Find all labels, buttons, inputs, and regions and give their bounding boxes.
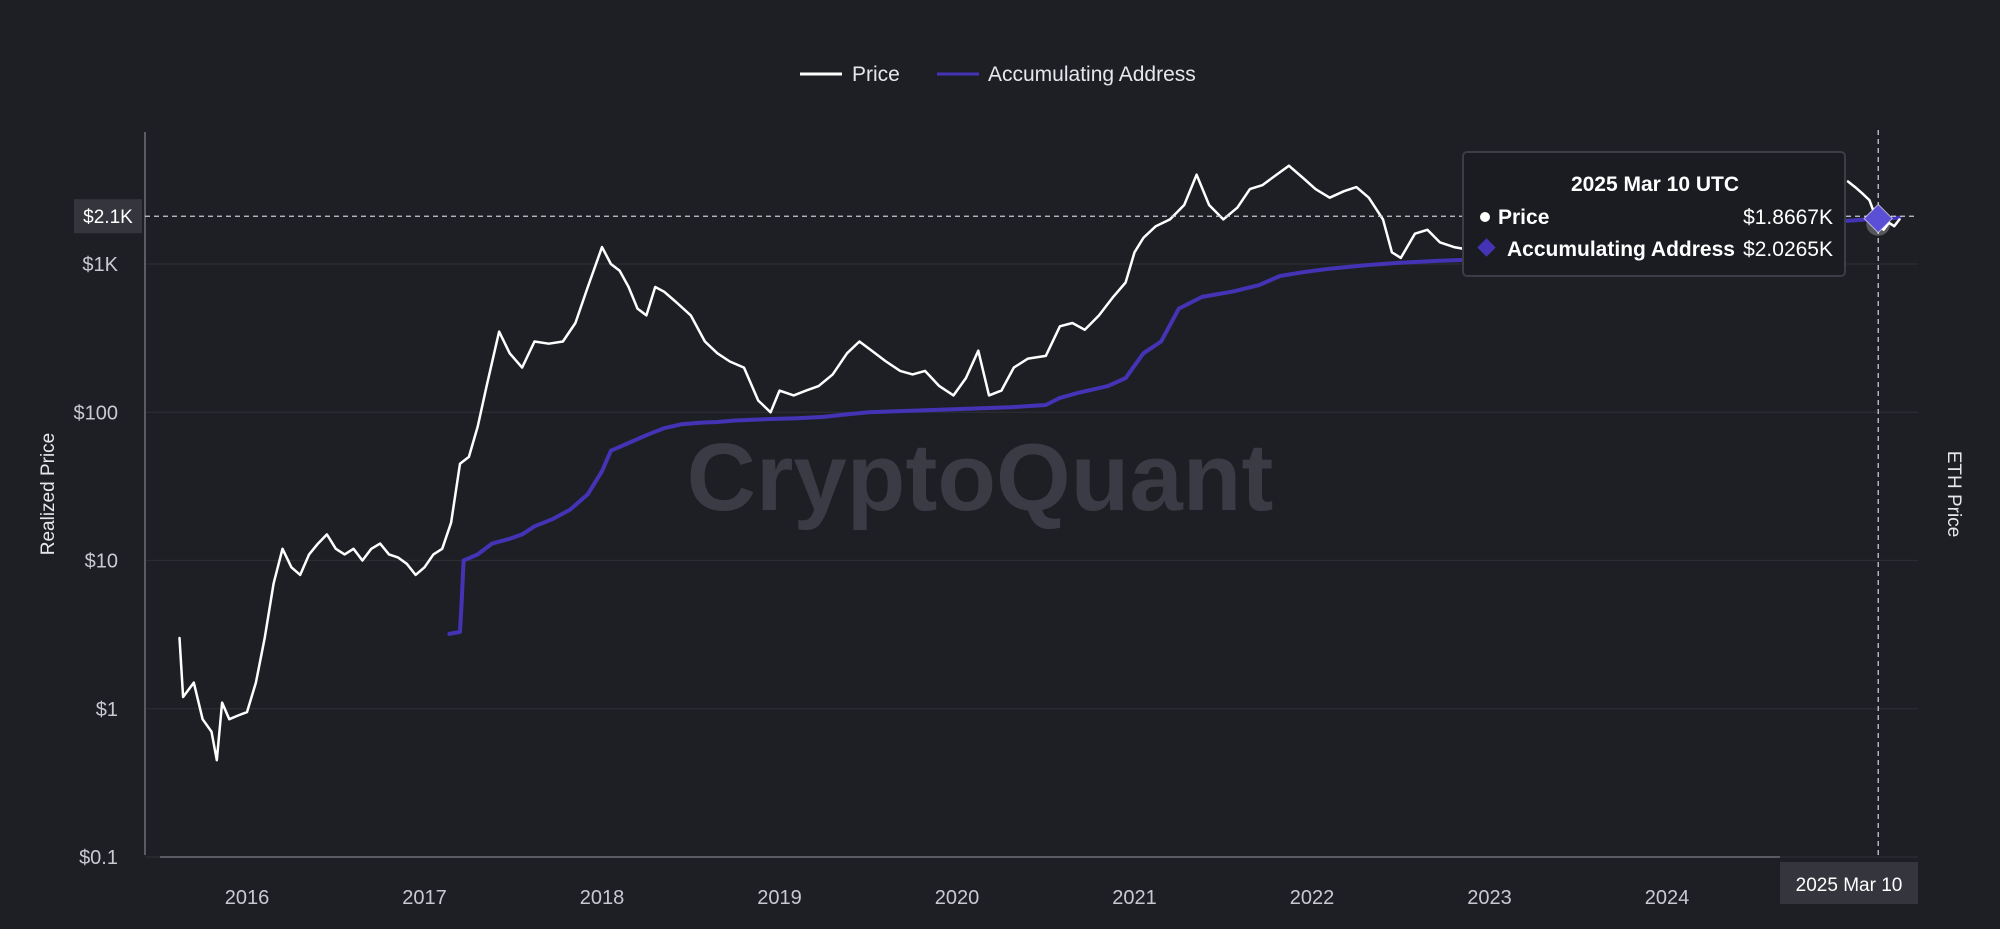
x-tick-label: 2017: [402, 887, 447, 909]
x-tick-label: 2016: [225, 887, 270, 909]
crosshair-x-badge: 2025 Mar 10: [1780, 862, 1918, 904]
watermark: CryptoQuant: [687, 424, 1274, 531]
accumulating-address-hover-marker: [1863, 203, 1894, 234]
x-tick-label: 2024: [1645, 887, 1690, 909]
tooltip-price-label: Price: [1498, 206, 1549, 229]
legend-item-price[interactable]: Price: [800, 63, 900, 86]
tooltip-accumulating-diamond: [1477, 238, 1496, 257]
crosshair-x-label: 2025 Mar 10: [1796, 875, 1903, 896]
x-tick-labels: 2016 2017 2018 2019 2020 2021 2022 2023 2024: [225, 887, 1690, 909]
tooltip: 2025 Mar 10 UTC Price $1.8667K Accumulat…: [1462, 151, 1846, 277]
crosshair-y-badge: $2.1K: [74, 199, 142, 234]
x-tick-label: 2018: [580, 887, 625, 909]
legend-label-price: Price: [852, 63, 900, 86]
legend-label-accumulating-address: Accumulating Address: [988, 63, 1196, 86]
series-line-accumulating-address: [447, 255, 1492, 636]
tooltip-accumulating-label: Accumulating Address: [1507, 238, 1735, 261]
tooltip-title: 2025 Mar 10 UTC: [1571, 173, 1739, 196]
tooltip-box: [1462, 151, 1846, 277]
x-tick-label: 2023: [1467, 887, 1512, 909]
x-tick-label: 2020: [935, 887, 980, 909]
tooltip-price-value: $1.8667K: [1743, 206, 1833, 229]
y-tick-label: $1: [96, 699, 118, 721]
y2-axis-title: ETH Price: [1943, 451, 1964, 538]
legend: Price Accumulating Address: [800, 63, 1196, 86]
tooltip-price-dot: [1480, 212, 1490, 222]
series-line-price: [178, 164, 1491, 762]
y-axis-title: Realized Price: [38, 433, 59, 556]
tooltip-accumulating-value: $2.0265K: [1743, 238, 1833, 261]
x-tick-label: 2021: [1112, 887, 1157, 909]
legend-item-accumulating-address[interactable]: Accumulating Address: [937, 63, 1196, 86]
y-tick-label: $10: [85, 551, 118, 573]
y-tick-labels: $0.1 $1 $10 $100 $1K: [74, 254, 119, 869]
gridlines: [145, 263, 1918, 858]
x-tick-label: 2019: [757, 887, 802, 909]
crosshair-y-label: $2.1K: [83, 207, 133, 228]
y-tick-label: $1K: [82, 254, 118, 276]
y-tick-label: $0.1: [79, 847, 118, 869]
y-tick-label: $100: [74, 402, 119, 424]
x-tick-label: 2022: [1290, 887, 1335, 909]
